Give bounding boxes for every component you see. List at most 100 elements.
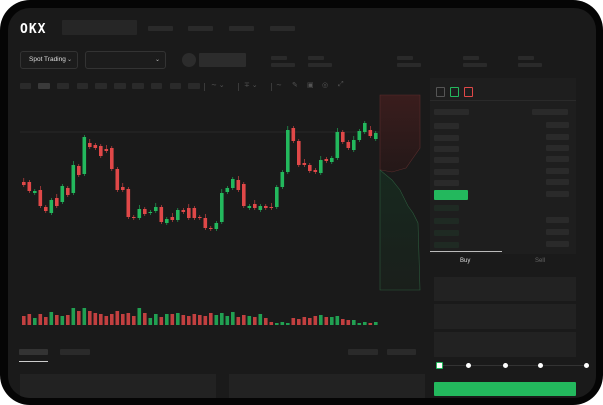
market-select[interactable]: Spot Trading ⌄ [20,51,78,69]
candle[interactable] [192,208,197,218]
order-book-price[interactable] [434,218,459,224]
candle[interactable] [236,180,241,190]
search-bar[interactable] [62,20,137,35]
candle[interactable] [55,198,59,206]
tab-sell[interactable]: Sell [535,258,546,264]
filter-button[interactable] [348,349,378,355]
order-book-price[interactable] [434,180,459,186]
candle[interactable] [33,191,37,193]
candle[interactable] [242,184,246,206]
nav-item[interactable] [229,26,254,31]
candle[interactable] [110,148,114,169]
interval-button[interactable] [151,83,162,89]
amount-input[interactable] [434,304,576,329]
order-book-price[interactable] [434,205,459,211]
candle[interactable] [258,206,263,210]
price-input[interactable] [434,277,576,301]
candle[interactable] [341,132,345,142]
candle[interactable] [181,210,186,212]
order-book-price[interactable] [434,135,459,141]
interval-button[interactable] [20,83,31,89]
nav-item[interactable] [148,26,173,31]
tab-history[interactable] [60,349,90,355]
candle[interactable] [280,172,285,187]
candle[interactable] [170,217,175,220]
interval-button-active[interactable] [38,83,50,89]
buy-button[interactable] [434,382,576,396]
bids-only-icon[interactable] [450,87,459,97]
candle[interactable] [88,143,92,147]
nav-item[interactable] [270,26,295,31]
candle[interactable] [38,190,43,206]
candle[interactable] [143,209,147,214]
candle[interactable] [330,158,334,162]
candle[interactable] [159,207,164,222]
candle[interactable] [297,141,301,165]
candle[interactable] [27,182,32,191]
candle[interactable] [286,130,290,172]
order-book-price[interactable] [434,242,459,248]
candle[interactable] [264,206,268,208]
candle[interactable] [368,130,373,136]
candle[interactable] [115,169,120,190]
interval-button[interactable] [188,83,200,89]
candle[interactable] [319,160,323,173]
candle[interactable] [82,137,87,174]
tab-open-orders[interactable] [19,349,48,355]
candle[interactable] [324,159,329,161]
order-book-price[interactable] [434,157,459,163]
okx-logo[interactable]: OKX [20,22,47,37]
interval-button[interactable] [57,83,69,89]
candle[interactable] [352,140,356,150]
interval-button[interactable] [132,83,144,89]
tab-buy[interactable]: Buy [460,258,471,264]
filter-button[interactable] [387,349,416,355]
candle[interactable] [104,149,109,151]
candle[interactable] [165,219,169,223]
candle[interactable] [253,204,257,208]
indicator-icon[interactable]: ∓ ⌄ [244,82,258,89]
candle[interactable] [137,209,142,218]
candle[interactable] [126,189,131,217]
candle[interactable] [49,200,54,213]
interval-button[interactable] [77,83,88,89]
order-book-price[interactable] [434,146,459,152]
candle[interactable] [60,186,65,202]
settings-icon[interactable]: ◎ [322,82,329,89]
candle[interactable] [132,217,136,218]
candle[interactable] [93,145,98,148]
candle[interactable] [357,131,362,140]
chart-type-icon[interactable]: ∼ ⌄ [211,82,225,89]
order-book-price[interactable] [434,123,459,129]
candle[interactable] [154,207,158,211]
line-tool-icon[interactable]: ∼ [276,82,282,89]
candle[interactable] [77,166,81,175]
interval-button[interactable] [114,83,126,89]
candle[interactable] [99,146,103,156]
candle[interactable] [220,193,224,222]
candle[interactable] [363,123,367,132]
candle[interactable] [291,128,296,141]
candle[interactable] [346,142,351,148]
candle[interactable] [198,217,202,218]
candle[interactable] [22,182,26,185]
interval-button[interactable] [170,83,181,89]
order-book-price[interactable] [434,190,468,200]
order-book-price[interactable] [434,169,459,175]
candle[interactable] [231,179,235,188]
candle[interactable] [308,165,312,171]
candle[interactable] [313,170,318,172]
interval-button[interactable] [95,83,107,89]
candle[interactable] [214,223,219,229]
order-book-price[interactable] [434,230,459,236]
candle[interactable] [66,188,70,195]
candle[interactable] [269,207,274,208]
price-chart[interactable] [8,8,596,398]
both-sides-icon[interactable] [436,87,445,97]
pair-select[interactable]: ⌄ [85,51,166,69]
candle[interactable] [275,187,279,207]
camera-icon[interactable]: ▣ [307,82,314,89]
total-input[interactable] [434,332,576,357]
slider-handle[interactable] [436,362,443,369]
candle[interactable] [225,188,230,192]
